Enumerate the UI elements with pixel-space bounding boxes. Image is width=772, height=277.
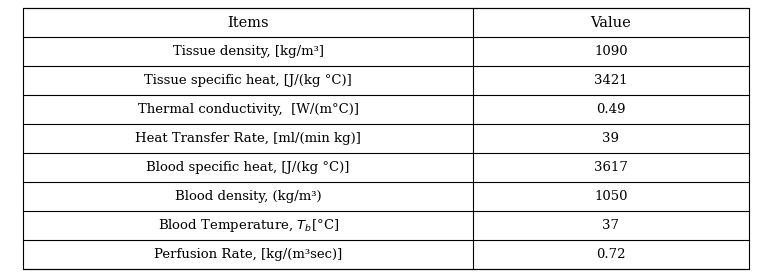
Text: Tissue specific heat, [J/(kg °C)]: Tissue specific heat, [J/(kg °C)] [144, 74, 352, 87]
Text: 1050: 1050 [594, 190, 628, 203]
Text: 37: 37 [602, 219, 619, 232]
Text: Blood density, (kg/m³): Blood density, (kg/m³) [174, 190, 321, 203]
Text: 0.72: 0.72 [596, 248, 626, 261]
Text: 1090: 1090 [594, 45, 628, 58]
Text: 3421: 3421 [594, 74, 628, 87]
Text: Value: Value [591, 16, 631, 30]
Text: Thermal conductivity,  [W/(m°C)]: Thermal conductivity, [W/(m°C)] [137, 103, 359, 116]
Text: Items: Items [227, 16, 269, 30]
Text: Blood specific heat, [J/(kg °C)]: Blood specific heat, [J/(kg °C)] [147, 161, 350, 174]
Text: 3617: 3617 [594, 161, 628, 174]
Text: 39: 39 [602, 132, 619, 145]
Text: Tissue density, [kg/m³]: Tissue density, [kg/m³] [173, 45, 323, 58]
Text: 0.49: 0.49 [596, 103, 626, 116]
Text: Perfusion Rate, [kg/(m³sec)]: Perfusion Rate, [kg/(m³sec)] [154, 248, 342, 261]
Text: Heat Transfer Rate, [ml/(min kg)]: Heat Transfer Rate, [ml/(min kg)] [135, 132, 361, 145]
Text: Blood Temperature, $T_b$[°C]: Blood Temperature, $T_b$[°C] [157, 217, 339, 234]
